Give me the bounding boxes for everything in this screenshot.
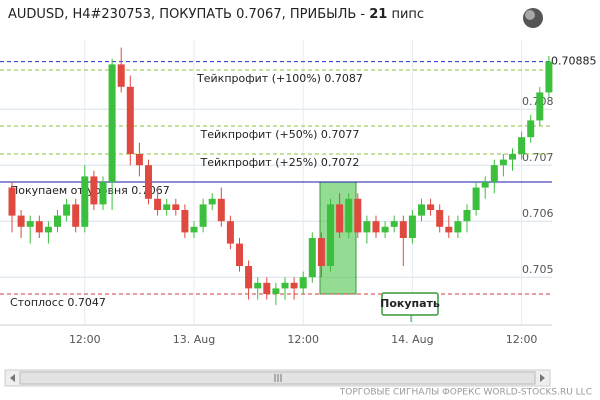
scrollbar[interactable] [4, 369, 551, 387]
candle-body [81, 176, 89, 227]
candle-body [363, 221, 371, 233]
candle-body [327, 204, 334, 266]
candle-body [454, 221, 462, 233]
candle-body [44, 226, 52, 233]
candle-body [117, 64, 125, 87]
candle-body [108, 64, 116, 182]
candle-body [499, 159, 507, 166]
profit-unit: пипс [391, 7, 424, 22]
candle-body [181, 210, 189, 233]
x-tick-label: 12:00 [506, 333, 538, 346]
take-profit-label: Тейкпрофит (+25%) 0.7072 [200, 156, 360, 169]
x-tick-label: 13. Aug [173, 333, 215, 346]
button-label: Покупать [380, 297, 440, 310]
profit: 21 [369, 7, 387, 22]
entry-label: Покупаем от уровня 0.7067 [10, 184, 170, 197]
candle-body [290, 282, 298, 289]
candle-body [190, 226, 198, 233]
candle-body [527, 120, 535, 138]
candle-body [345, 198, 353, 233]
candle-body [245, 266, 253, 289]
x-tick-label: 12:00 [69, 333, 101, 346]
take-profit-label: Тейкпрофит (+100%) 0.7087 [196, 72, 363, 85]
candle-body [199, 204, 207, 227]
y-tick-label: 0.705 [522, 263, 554, 276]
candle-body [99, 182, 107, 205]
candle-body [145, 165, 152, 199]
candle-body [254, 282, 262, 289]
candle-body [509, 154, 516, 160]
candle-body [418, 204, 425, 216]
candle-body [308, 238, 316, 278]
candle-body [463, 210, 471, 222]
candle-body [427, 204, 435, 210]
candle-body [172, 204, 180, 210]
candle-body [399, 221, 407, 238]
candle-body [63, 204, 71, 216]
candle-body [126, 86, 134, 154]
candle-body [408, 215, 416, 238]
stop-label: Стоплосс 0.7047 [10, 296, 106, 309]
title-text: AUDUSD, H4#230753, ПОКУПАТЬ 0.7067, ПРИБ… [8, 7, 365, 22]
current-price-label: 0.70885 [551, 55, 597, 68]
take-profit-label: Тейкпрофит (+50%) 0.7077 [200, 128, 360, 141]
candle-body [545, 61, 553, 93]
candle-body [8, 187, 16, 216]
y-tick-label: 0.706 [522, 207, 554, 220]
globe-icon [523, 8, 543, 28]
candle-body [54, 215, 61, 227]
candle-body [281, 282, 289, 289]
candle-body [26, 221, 34, 227]
buy-button[interactable]: Покупать [380, 292, 440, 322]
candle-body [217, 198, 225, 222]
candle-body [208, 198, 216, 205]
candle-body [472, 187, 480, 210]
candle-body [490, 165, 498, 182]
candle-body [263, 282, 271, 294]
candle-body [154, 198, 162, 210]
candle-body [536, 92, 544, 121]
x-tick-label: 12:00 [287, 333, 319, 346]
button-box [381, 292, 439, 316]
footer: ТОРГОВЫЕ СИГНАЛЫ ФОРЕКС WORLD-STOCKS.RU … [339, 388, 592, 398]
candle-body [372, 221, 380, 233]
x-tick-label: 14. Aug [391, 333, 433, 346]
candle-body [72, 204, 80, 227]
candle-body [90, 176, 98, 205]
y-tick-label: 0.707 [522, 151, 554, 164]
candle-body [481, 182, 489, 188]
candle-body [17, 215, 25, 227]
candle-body [272, 288, 280, 294]
chart-title: AUDUSD, H4#230753, ПОКУПАТЬ 0.7067, ПРИБ… [8, 7, 424, 22]
candle-body [336, 204, 344, 233]
candle-body [236, 243, 243, 266]
candle-body [299, 277, 307, 289]
candle-body [518, 137, 526, 154]
candle-body [381, 226, 389, 233]
candle-body [35, 221, 43, 233]
candle-body [354, 198, 362, 233]
candle-body [317, 238, 325, 266]
candle-body [163, 204, 171, 210]
candle-body [436, 210, 444, 227]
candle-body [445, 226, 453, 233]
candle-body [226, 221, 234, 244]
candle-body [390, 221, 398, 227]
candle-body [135, 154, 143, 166]
